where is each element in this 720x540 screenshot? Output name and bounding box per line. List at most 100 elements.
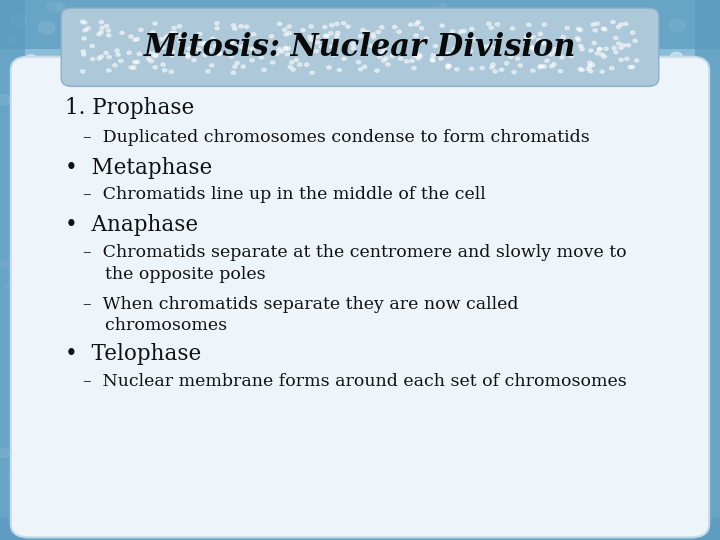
Circle shape [204,357,217,367]
Circle shape [397,30,401,33]
Circle shape [471,231,476,235]
Circle shape [250,475,256,479]
Circle shape [454,35,459,38]
Circle shape [490,66,494,69]
FancyBboxPatch shape [61,8,659,86]
Circle shape [472,450,477,454]
Circle shape [127,51,131,54]
Circle shape [590,63,595,66]
Circle shape [576,28,580,31]
Circle shape [81,70,85,73]
Circle shape [588,61,592,64]
Circle shape [431,156,435,159]
Circle shape [631,31,635,34]
Circle shape [602,55,606,58]
Circle shape [132,38,137,42]
Circle shape [416,57,420,60]
Circle shape [351,282,357,287]
Circle shape [495,23,500,26]
Circle shape [392,25,397,29]
Circle shape [215,26,220,30]
FancyBboxPatch shape [11,57,709,537]
Circle shape [512,71,516,74]
Circle shape [446,33,451,37]
Circle shape [591,23,595,26]
Circle shape [274,189,284,197]
Circle shape [598,48,602,51]
Circle shape [526,36,530,39]
Circle shape [351,43,355,46]
Circle shape [233,45,237,49]
Circle shape [621,44,626,47]
Circle shape [480,66,485,70]
Circle shape [412,272,419,276]
Circle shape [453,48,457,51]
Circle shape [491,63,495,66]
Circle shape [446,66,450,69]
Text: –  Chromatids line up in the middle of the cell: – Chromatids line up in the middle of th… [83,186,485,203]
Circle shape [668,160,680,168]
Circle shape [332,39,336,43]
Circle shape [314,49,318,52]
Circle shape [539,32,543,36]
Circle shape [534,49,538,52]
Circle shape [626,44,631,47]
Circle shape [405,59,409,63]
Circle shape [233,47,237,50]
Circle shape [309,38,313,42]
Circle shape [192,58,196,62]
Circle shape [78,352,94,364]
Circle shape [186,55,191,58]
Circle shape [567,112,572,116]
Circle shape [135,37,140,40]
Circle shape [161,46,165,49]
Circle shape [217,52,222,55]
Text: –  Duplicated chromosomes condense to form chromatids: – Duplicated chromosomes condense to for… [83,129,590,145]
Circle shape [618,46,623,50]
Circle shape [161,63,165,66]
Circle shape [197,48,201,51]
Circle shape [447,64,451,68]
Circle shape [516,57,520,60]
Circle shape [107,29,111,32]
Circle shape [203,42,207,45]
Text: 1. Prophase: 1. Prophase [65,97,194,119]
Circle shape [688,400,698,408]
Circle shape [386,63,390,66]
Circle shape [149,59,153,63]
Circle shape [11,218,27,230]
Circle shape [244,25,248,29]
Circle shape [439,57,444,60]
Circle shape [420,510,433,519]
Circle shape [335,35,339,38]
Circle shape [113,64,117,67]
Circle shape [628,65,632,69]
Circle shape [147,57,151,60]
Circle shape [242,51,246,55]
Circle shape [272,388,287,399]
Circle shape [80,20,84,23]
Circle shape [618,43,630,51]
Circle shape [56,4,66,11]
Circle shape [83,29,87,32]
Circle shape [281,202,293,212]
Circle shape [179,33,183,37]
Circle shape [600,70,604,73]
Circle shape [0,94,11,105]
FancyBboxPatch shape [0,0,25,540]
Circle shape [431,54,436,57]
Circle shape [509,55,513,58]
Circle shape [207,48,212,51]
Circle shape [302,49,308,53]
Circle shape [323,34,328,37]
Text: Mitosis: Nuclear Division: Mitosis: Nuclear Division [144,32,576,63]
Circle shape [611,156,621,164]
Circle shape [490,325,505,338]
Circle shape [549,53,553,56]
Circle shape [616,25,621,29]
Circle shape [8,476,13,479]
Circle shape [380,51,384,54]
Circle shape [538,65,542,69]
Circle shape [565,26,570,30]
Circle shape [104,24,109,28]
